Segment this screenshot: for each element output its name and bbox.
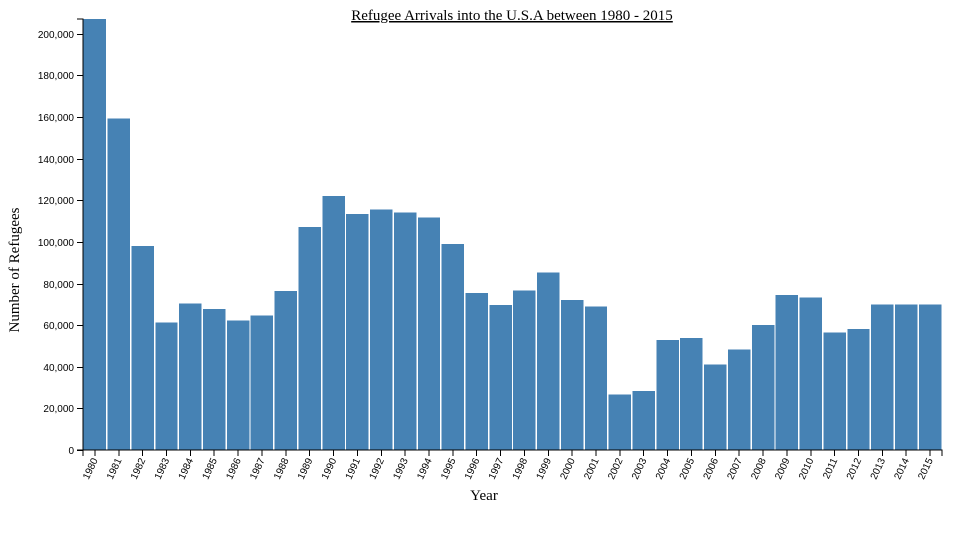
x-tick-label: 2008 <box>749 456 769 481</box>
x-tick-label: 1997 <box>487 456 507 481</box>
bar-1988 <box>274 290 298 450</box>
x-tick-label: 1988 <box>272 456 292 481</box>
bar-1983 <box>155 322 178 450</box>
bar-2014 <box>894 304 918 450</box>
y-tick-label: 0 <box>68 446 74 457</box>
y-tick-label: 20,000 <box>43 404 74 415</box>
x-tick-label: 2012 <box>845 456 865 481</box>
bar-1995 <box>441 244 465 450</box>
x-tick-label: 2011 <box>821 456 840 481</box>
bar-1991 <box>346 214 369 450</box>
x-tick-label: 1986 <box>224 456 244 481</box>
x-tick-label: 2015 <box>916 456 936 481</box>
y-tick-label: 200,000 <box>38 30 75 41</box>
bar-2013 <box>871 304 894 450</box>
x-tick-label: 1990 <box>320 456 340 481</box>
x-tick-label: 1984 <box>177 456 197 481</box>
x-tick-label: 1999 <box>535 456 555 481</box>
y-tick-label: 160,000 <box>38 113 75 124</box>
x-tick-label: 1985 <box>201 456 221 481</box>
x-tick-label: 1996 <box>463 456 483 481</box>
x-tick-label: 1995 <box>439 456 459 481</box>
x-tick-label: 2002 <box>606 456 626 481</box>
x-tick-label: 1982 <box>129 456 149 481</box>
x-axis: 1980 1981 1982 1983 1984 1985 1986 1987 1988 1989… <box>81 449 943 481</box>
bar-2005 <box>680 338 703 450</box>
bar-2000 <box>560 299 584 450</box>
x-tick-label: 1981 <box>105 456 125 481</box>
y-axis: 0 20,000 40,000 60,000 80,000 100,000 120,000 1… <box>38 18 84 457</box>
x-tick-label: 2001 <box>582 456 602 481</box>
x-tick-label: 1998 <box>511 456 531 481</box>
bar-1999 <box>537 272 560 450</box>
x-tick-label: 1980 <box>81 456 101 481</box>
x-tick-label: 2004 <box>654 456 674 481</box>
bar-2015 <box>918 304 942 450</box>
x-tick-label: 2006 <box>702 456 722 481</box>
bar-1992 <box>370 209 393 450</box>
x-tick-label: 2005 <box>678 456 698 481</box>
y-tick-label: 80,000 <box>43 280 74 291</box>
bar-1980 <box>83 19 107 450</box>
bar-1994 <box>417 217 441 450</box>
bar-1989 <box>298 227 321 450</box>
x-tick-label: 1987 <box>248 456 268 481</box>
x-tick-label: 1989 <box>296 456 316 481</box>
y-tick-label: 120,000 <box>38 196 75 207</box>
x-tick-label: 1992 <box>368 456 388 481</box>
bar-1996 <box>465 293 488 450</box>
y-axis-label: Number of Refugees <box>7 207 23 332</box>
bars-group <box>83 19 942 450</box>
bar-2010 <box>799 297 822 450</box>
bar-1981 <box>107 118 131 450</box>
x-tick-label: 2007 <box>726 456 746 481</box>
bar-1985 <box>203 309 226 450</box>
bar-1986 <box>226 320 250 450</box>
x-tick-label: 2013 <box>869 456 889 481</box>
x-tick-label: 2014 <box>893 456 913 481</box>
x-tick-label: 1994 <box>415 456 435 481</box>
x-axis-line <box>82 449 943 456</box>
bar-1987 <box>250 315 274 450</box>
bar-2012 <box>847 328 870 450</box>
x-axis-label: Year <box>470 488 498 504</box>
x-tick-label: 1991 <box>344 456 364 481</box>
y-axis-line <box>77 18 84 451</box>
y-tick-label: 140,000 <box>38 155 75 166</box>
bar-2003 <box>632 391 655 450</box>
bar-2004 <box>656 340 679 450</box>
y-tick-label: 60,000 <box>43 321 74 332</box>
bar-1993 <box>393 212 417 450</box>
x-tick-label: 1983 <box>153 456 173 481</box>
x-tick-label: 1993 <box>391 456 411 481</box>
bar-2008 <box>751 324 775 450</box>
bar-1984 <box>179 303 202 450</box>
bar-1997 <box>489 305 512 450</box>
bar-2009 <box>775 294 799 450</box>
bar-2011 <box>823 332 846 450</box>
bar-2007 <box>727 349 751 450</box>
x-tick-label: 2003 <box>630 456 650 481</box>
bar-2002 <box>608 394 632 450</box>
bar-1990 <box>322 195 345 450</box>
bar-2001 <box>584 306 608 450</box>
y-tick-label: 180,000 <box>38 71 75 82</box>
x-tick-label: 2010 <box>797 456 817 481</box>
bar-2006 <box>704 364 727 450</box>
chart-title: Refugee Arrivals into the U.S.A between … <box>351 8 673 24</box>
x-tick-label: 2009 <box>773 456 793 481</box>
y-tick-label: 100,000 <box>38 238 75 249</box>
x-tick-label: 2000 <box>558 456 578 481</box>
y-tick-label: 40,000 <box>43 363 74 374</box>
bar-1982 <box>131 245 154 450</box>
bar-1998 <box>513 290 536 450</box>
